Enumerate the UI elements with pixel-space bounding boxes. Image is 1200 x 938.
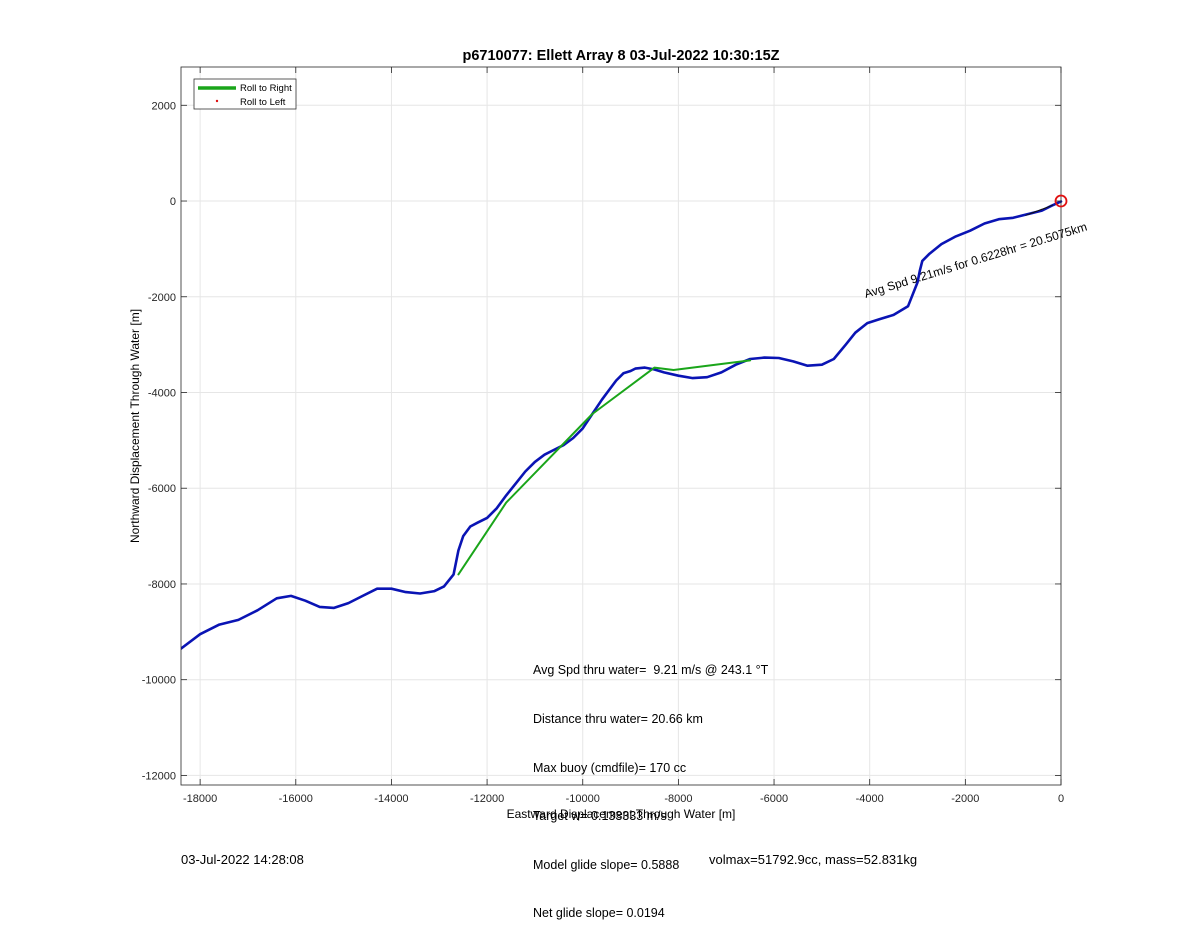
y-tick-label: -2000 bbox=[148, 292, 176, 304]
roll-right-line bbox=[457, 359, 752, 576]
x-tick-label: -10000 bbox=[566, 793, 600, 805]
x-tick-label: -14000 bbox=[374, 793, 408, 805]
stats-line: Avg Spd thru water= 9.21 m/s @ 243.1 °T bbox=[533, 663, 769, 678]
stats-line: Net glide slope= 0.0194 bbox=[533, 906, 665, 921]
axes-box bbox=[180, 66, 1062, 786]
legend-label-roll-right: Roll to Right bbox=[240, 83, 292, 94]
stats-line: Max buoy (cmdfile)= 170 cc bbox=[533, 760, 687, 775]
footer-date: 03-Jul-2022 14:28:08 bbox=[181, 852, 304, 867]
footer-volmax-mass: volmax=51792.9cc, mass=52.831kg bbox=[709, 852, 918, 867]
x-tick-label: -8000 bbox=[664, 793, 692, 805]
arrow-line bbox=[1025, 211, 1036, 216]
x-tick-label: -2000 bbox=[951, 793, 979, 805]
x-tick-label: -12000 bbox=[470, 793, 504, 805]
stats-line: Distance thru water= 20.66 km bbox=[533, 712, 703, 727]
y-tick-label: -10000 bbox=[142, 675, 176, 687]
stats-box: Avg Spd thru water= 9.21 m/s @ 243.1 °T … bbox=[533, 630, 768, 938]
x-axis-label: Eastward Displacement Through Water [m] bbox=[507, 807, 736, 821]
x-tick-label: -18000 bbox=[183, 793, 217, 805]
endpoint-marker bbox=[1054, 194, 1068, 208]
legend-swatch-roll-left bbox=[215, 99, 219, 103]
stats-line: Model glide slope= 0.5888 bbox=[533, 857, 680, 872]
x-tick-label: 0 bbox=[1058, 793, 1064, 805]
start-arrows bbox=[1025, 204, 1054, 216]
plot-background bbox=[181, 67, 1061, 785]
legend: Roll to Right Roll to Left bbox=[193, 78, 297, 110]
legend-label-roll-left: Roll to Left bbox=[240, 97, 286, 108]
y-tick-label: -6000 bbox=[148, 483, 176, 495]
axes: -18000 -16000 -14000 -12000 -10000 -8000 -6000… bbox=[142, 66, 1064, 805]
x-tick-label: -4000 bbox=[856, 793, 884, 805]
track-line bbox=[181, 200, 1063, 650]
y-tick-label: -8000 bbox=[148, 579, 176, 591]
x-tick-label: -6000 bbox=[760, 793, 788, 805]
y-tick-label: 0 bbox=[170, 196, 176, 208]
x-tick-label: -16000 bbox=[279, 793, 313, 805]
y-tick-label: 2000 bbox=[152, 100, 176, 112]
chart: -18000 -16000 -14000 -12000 -10000 -8000 -6000… bbox=[128, 48, 1089, 821]
y-tick-label: -4000 bbox=[148, 387, 176, 399]
stats-line: Target w= 0.133333 m/s bbox=[533, 809, 667, 824]
chart-title: p6710077: Ellett Array 8 03-Jul-2022 10:… bbox=[462, 48, 779, 64]
legend-box bbox=[193, 78, 297, 110]
y-tick-label: -12000 bbox=[142, 770, 176, 782]
y-axis-label: Northward Displacement Through Water [m] bbox=[128, 309, 142, 543]
